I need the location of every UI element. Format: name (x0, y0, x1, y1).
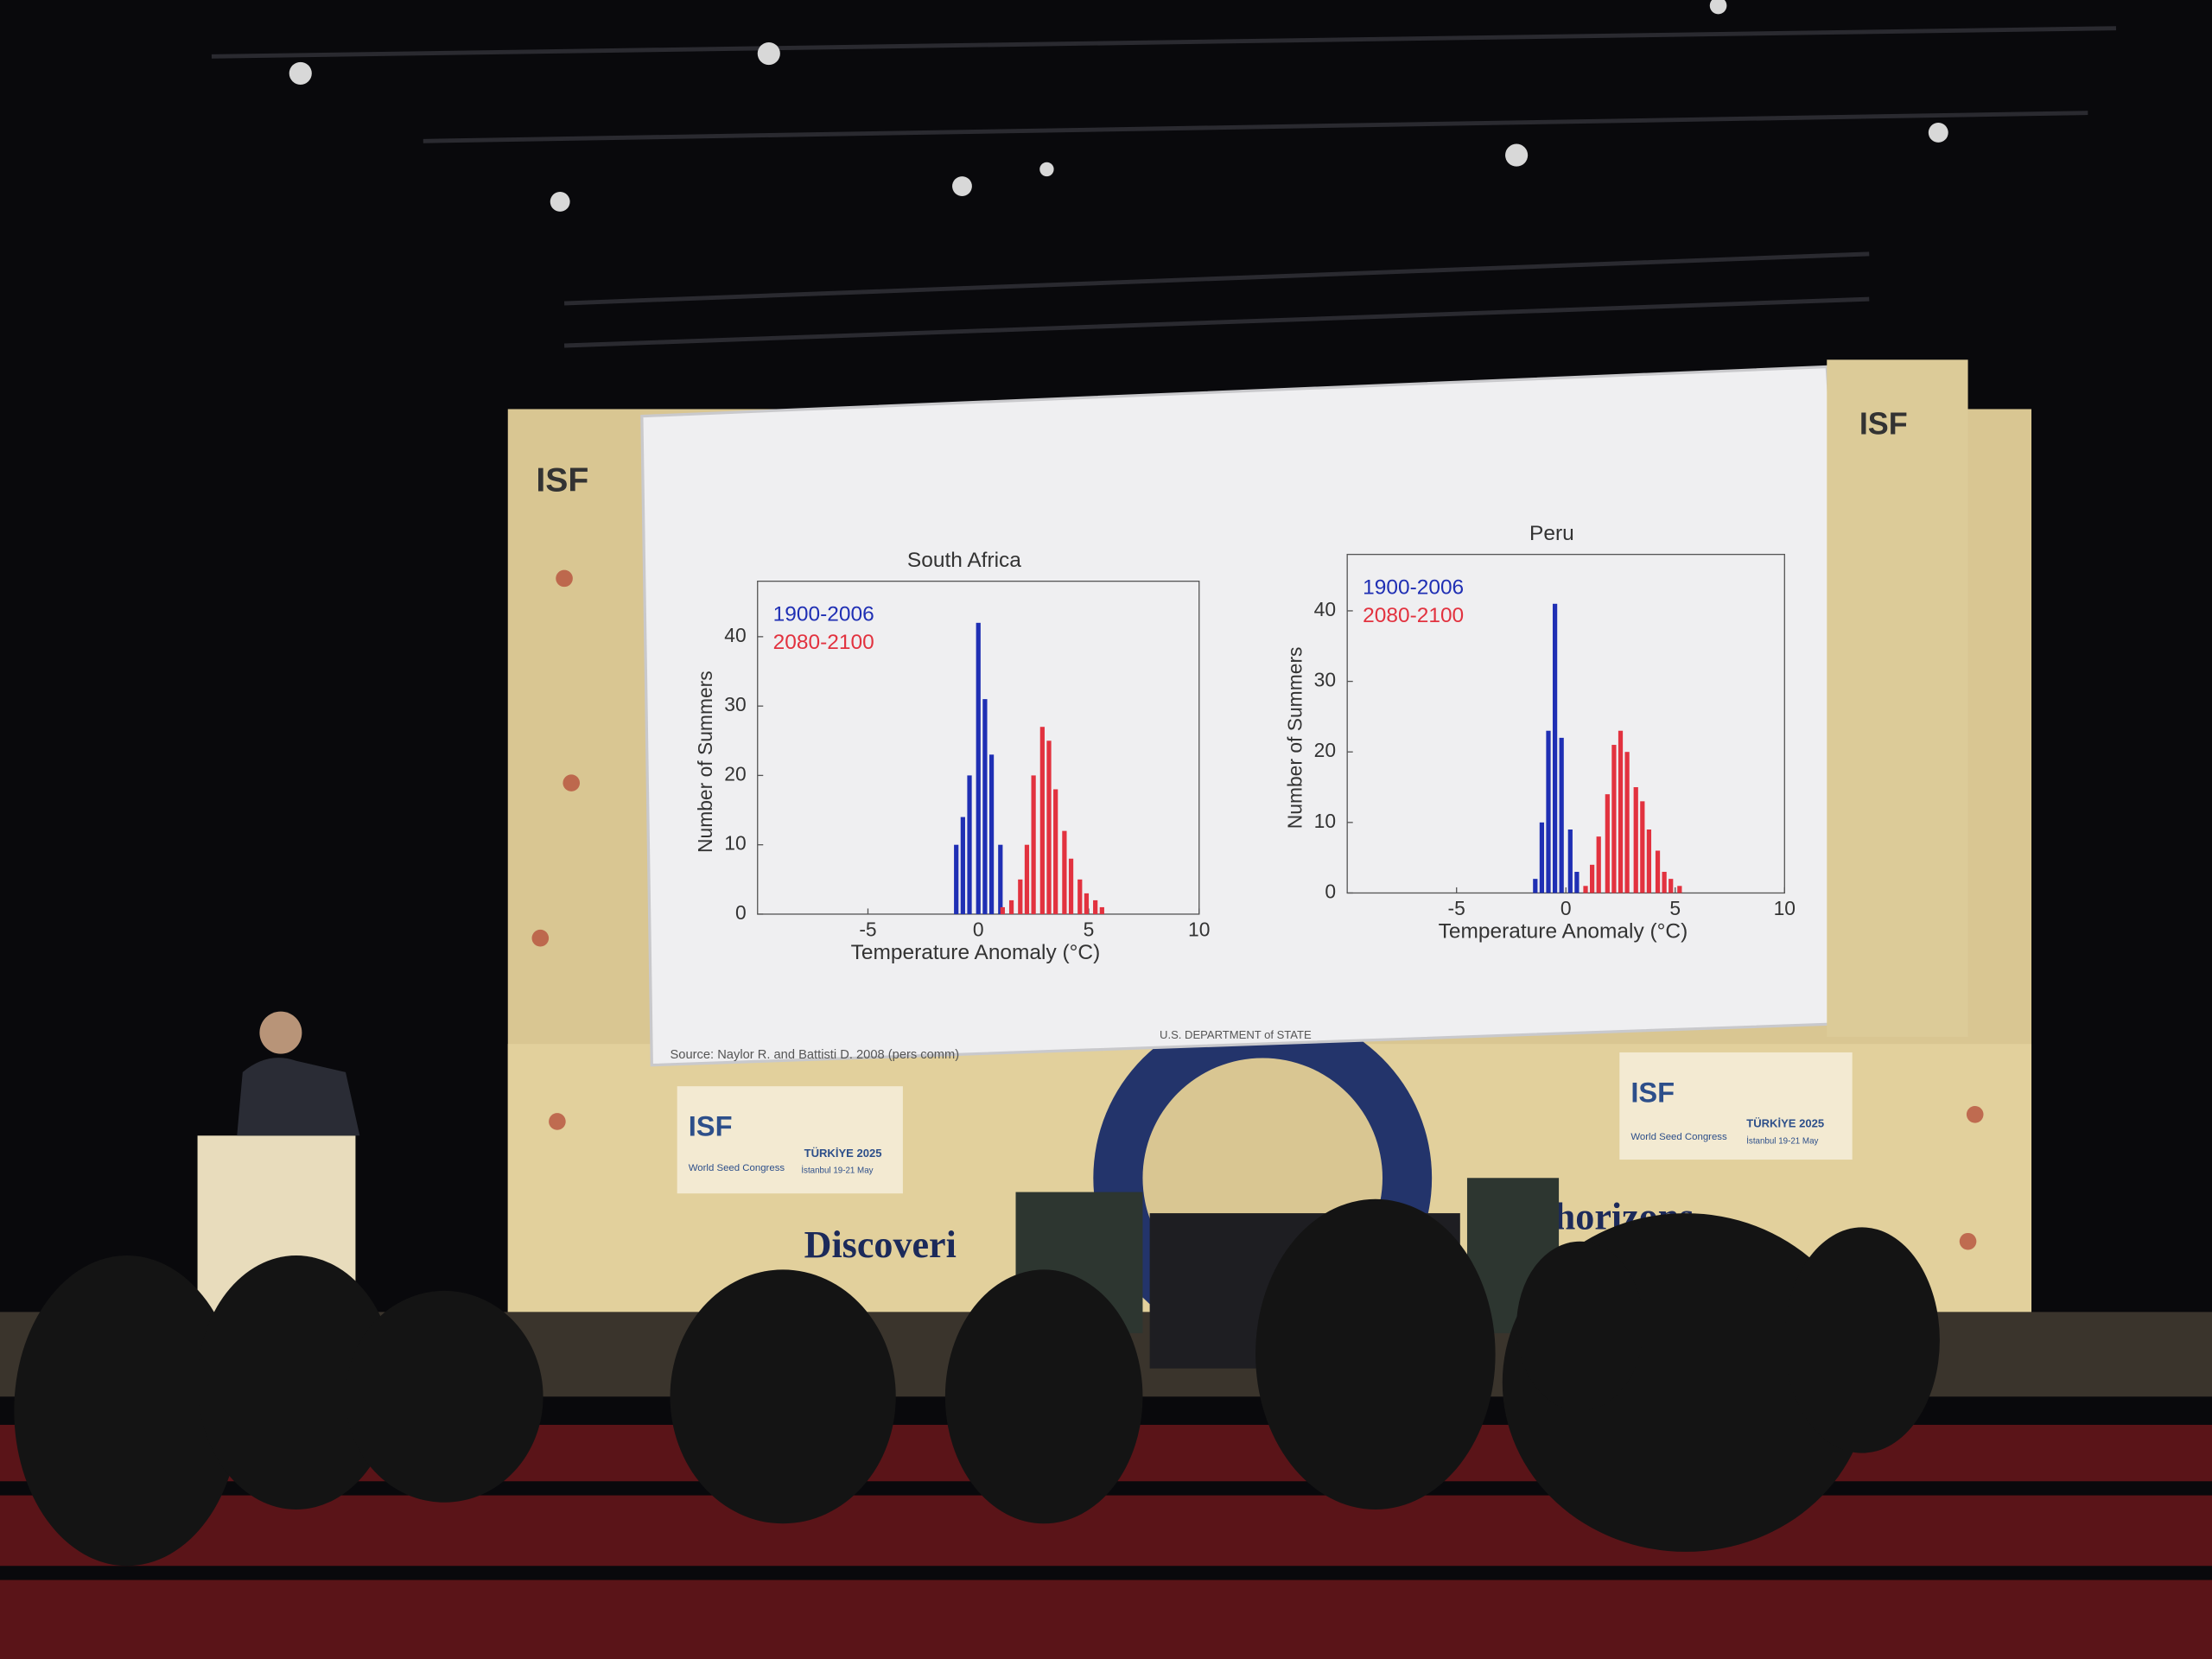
y-tick-label: 0 (735, 901, 747, 924)
x-tick-label: 10 (1774, 897, 1796, 919)
logo: ISF (1859, 406, 1908, 442)
chart-title: South Africa (907, 549, 1021, 572)
y-tick-label: 20 (1314, 739, 1336, 761)
y-tick-label: 0 (1325, 880, 1336, 903)
banner-logo: ISF (689, 1110, 733, 1142)
x-tick-label: 10 (1188, 918, 1210, 941)
rigging (211, 26, 2117, 348)
bar (1099, 906, 1104, 914)
bar (1596, 836, 1601, 893)
banner-dates: İstanbul 19-21 May (1746, 1136, 1818, 1146)
bar (1655, 850, 1661, 893)
legend-entry: 1900-2006 (773, 602, 874, 626)
bar (1633, 787, 1638, 893)
bar (1590, 864, 1595, 893)
bar (1053, 789, 1058, 914)
legend-entry: 1900-2006 (1363, 575, 1464, 599)
y-tick-label: 20 (724, 762, 746, 785)
x-tick-label: 0 (973, 918, 984, 941)
bar (1677, 886, 1682, 893)
bar (1662, 871, 1667, 893)
bar (1539, 822, 1545, 893)
banner-edition: TÜRKİYE 2025 (804, 1147, 882, 1160)
bar (998, 844, 1003, 914)
banner-right (1619, 1052, 1853, 1160)
bar (1018, 879, 1023, 914)
bar (1093, 899, 1098, 914)
bar (1583, 886, 1588, 893)
bar (1611, 745, 1617, 893)
bar (982, 699, 988, 914)
bar (1068, 858, 1074, 914)
legend-entry: 2080-2100 (1363, 604, 1464, 627)
side-panel (1827, 359, 1968, 1037)
x-axis-label: Temperature Anomaly (°C) (1439, 920, 1688, 944)
bar (1567, 830, 1573, 893)
bar (1046, 741, 1052, 914)
x-tick-label: -5 (1448, 897, 1465, 919)
bar (1077, 879, 1083, 914)
bar (967, 775, 972, 914)
bar (1559, 737, 1564, 893)
banner-dates: İstanbul 19-21 May (801, 1166, 873, 1176)
y-axis-label: Number of Summers (694, 671, 716, 853)
stage-lights (289, 0, 1948, 212)
speaker (237, 1058, 360, 1136)
banner-event: World Seed Congress (1630, 1132, 1727, 1142)
banner-edition: TÜRKİYE 2025 (1746, 1117, 1824, 1130)
bar (1640, 801, 1645, 893)
x-tick-label: -5 (859, 918, 876, 941)
bar (1039, 727, 1045, 914)
x-tick-label: 0 (1560, 897, 1572, 919)
bar (1533, 879, 1538, 893)
audience (14, 1198, 1940, 1567)
bar (1084, 893, 1090, 914)
bar (1646, 830, 1652, 893)
bar (1624, 752, 1630, 893)
bar (960, 817, 965, 914)
logo: ISF (536, 462, 588, 499)
bar (954, 844, 959, 914)
bar (1546, 730, 1551, 893)
bar (1574, 871, 1580, 893)
slide-footer: U.S. DEPARTMENT of STATE (1160, 1028, 1312, 1041)
banner-left (677, 1086, 903, 1194)
x-tick-label: 5 (1669, 897, 1681, 919)
bar (1669, 879, 1674, 893)
slide-source: Source: Naylor R. and Battisti D. 2008 (… (671, 1048, 960, 1062)
x-tick-label: 5 (1084, 918, 1095, 941)
banner-logo: ISF (1630, 1077, 1675, 1109)
bar (988, 754, 995, 914)
y-tick-label: 30 (1314, 669, 1336, 691)
y-axis-label: Number of Summers (1283, 647, 1306, 830)
y-tick-label: 10 (724, 832, 746, 855)
y-tick-label: 10 (1314, 810, 1336, 832)
bar (1552, 603, 1558, 893)
speaker-head (259, 1011, 302, 1054)
legend-entry: 2080-2100 (773, 631, 874, 654)
banner-event: World Seed Congress (689, 1163, 785, 1173)
bar (1031, 775, 1036, 914)
bar (976, 622, 981, 914)
bar (1024, 844, 1030, 914)
bar (1062, 830, 1067, 914)
x-axis-label: Temperature Anomaly (°C) (851, 941, 1101, 964)
chart-title: Peru (1529, 522, 1574, 545)
y-tick-label: 30 (724, 693, 746, 715)
y-tick-label: 40 (1314, 598, 1336, 620)
slogan: Discoveri (804, 1224, 957, 1266)
bar (1000, 906, 1005, 914)
bar (1618, 730, 1624, 893)
bar (1605, 794, 1610, 893)
bar (1008, 899, 1014, 914)
y-tick-label: 40 (724, 624, 746, 646)
projection-screen (640, 365, 1872, 1067)
